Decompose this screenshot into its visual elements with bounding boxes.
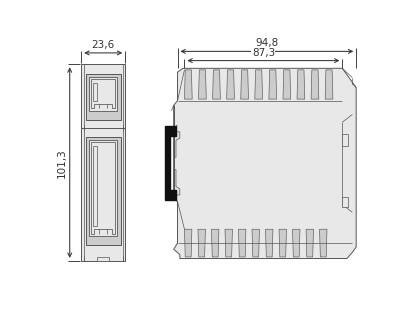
Polygon shape [184, 229, 192, 257]
Text: 94,8: 94,8 [255, 38, 279, 48]
Polygon shape [297, 70, 305, 99]
Polygon shape [266, 229, 273, 257]
Polygon shape [81, 64, 125, 261]
Polygon shape [213, 70, 220, 99]
Text: 87,3: 87,3 [252, 48, 275, 57]
Text: 23,6: 23,6 [92, 40, 115, 50]
Polygon shape [306, 229, 313, 257]
Polygon shape [241, 70, 248, 99]
Polygon shape [269, 70, 277, 99]
Polygon shape [279, 229, 286, 257]
Polygon shape [199, 70, 206, 99]
Polygon shape [198, 229, 205, 257]
Polygon shape [239, 229, 246, 257]
Polygon shape [91, 142, 115, 234]
Polygon shape [165, 131, 170, 196]
Polygon shape [174, 170, 180, 199]
Polygon shape [283, 70, 290, 99]
Polygon shape [89, 77, 118, 111]
Polygon shape [311, 70, 319, 99]
Polygon shape [174, 128, 180, 157]
Polygon shape [165, 126, 176, 137]
Polygon shape [174, 68, 356, 258]
Polygon shape [255, 70, 263, 99]
Polygon shape [342, 197, 348, 206]
Polygon shape [252, 229, 259, 257]
Polygon shape [211, 229, 219, 257]
Polygon shape [86, 74, 120, 120]
Polygon shape [165, 190, 176, 200]
Polygon shape [227, 70, 235, 99]
Polygon shape [184, 70, 192, 99]
Polygon shape [91, 79, 115, 108]
Polygon shape [342, 134, 348, 146]
Polygon shape [325, 70, 333, 99]
Polygon shape [225, 229, 233, 257]
Text: 101,3: 101,3 [57, 148, 67, 177]
Polygon shape [319, 229, 327, 257]
Polygon shape [293, 229, 300, 257]
Polygon shape [97, 257, 109, 261]
Polygon shape [89, 140, 118, 236]
Polygon shape [86, 137, 120, 245]
